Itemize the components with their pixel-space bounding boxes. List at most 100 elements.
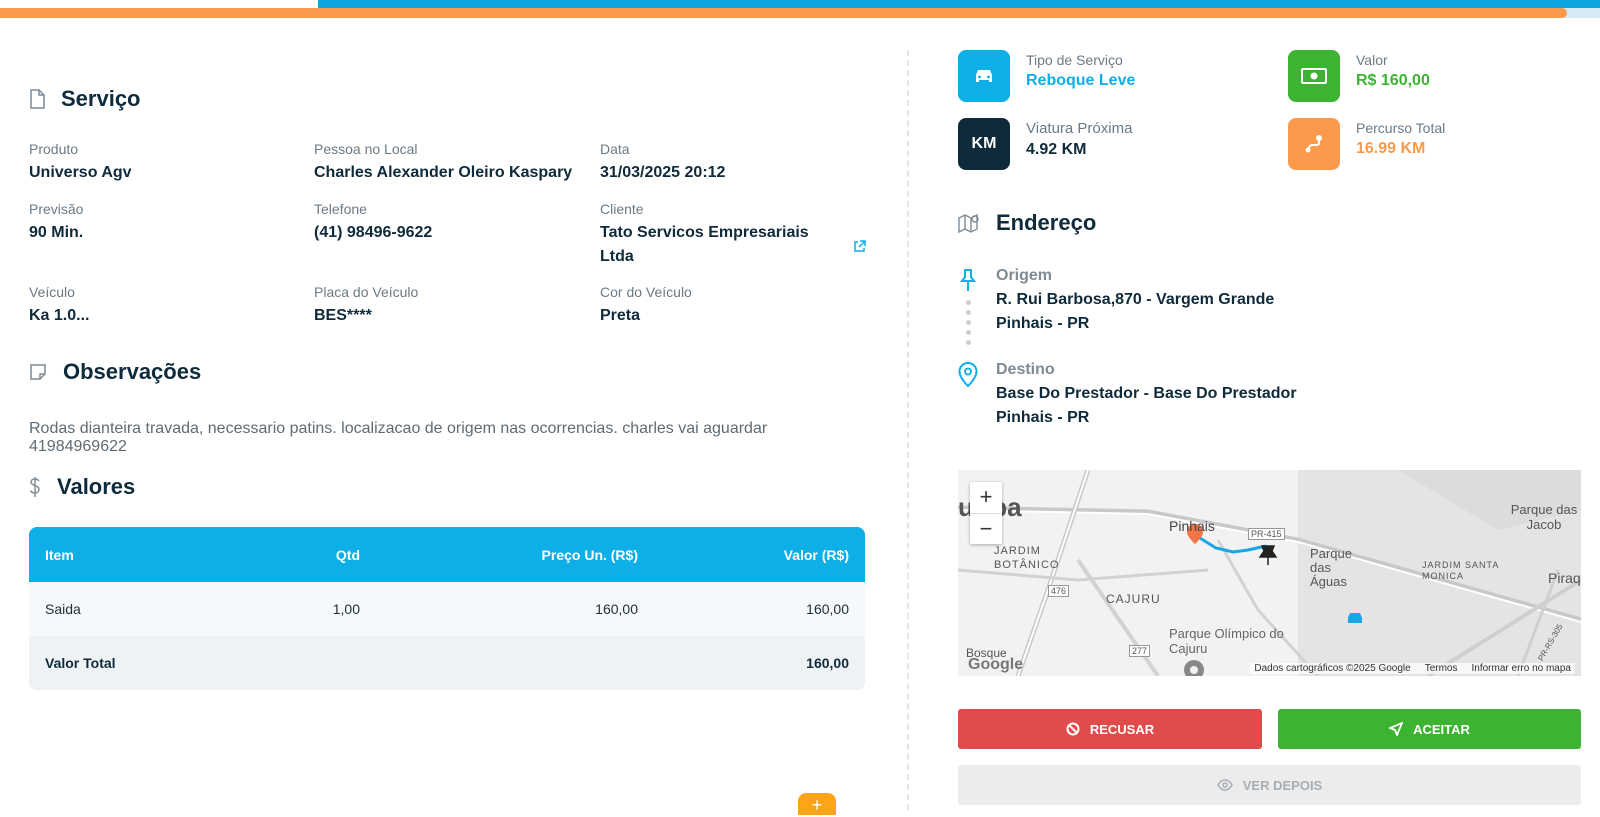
money-icon <box>1288 50 1340 102</box>
endereco-title: Endereço <box>996 210 1097 235</box>
field-value: 90 Min. <box>29 224 84 241</box>
header-qtd: Qtd <box>335 546 360 563</box>
map-label-277: 277 <box>1129 645 1151 657</box>
card-value: 4.92 KM <box>1026 141 1087 158</box>
destino-line1: Base Do Prestador - Base Do Prestador <box>996 385 1297 402</box>
progress-bar-track <box>1560 8 1600 18</box>
card-valor: Valor R$ 160,00 <box>1288 50 1430 102</box>
card-tipo-servico: Tipo de Serviço Reboque Leve <box>958 50 1135 102</box>
send-icon <box>1389 722 1404 736</box>
map-label-parque-olimpico: Parque Olímpico do Cajuru <box>1169 626 1284 656</box>
servico-section-title: Serviço <box>29 86 141 112</box>
field-cor: Cor do Veículo Preta <box>600 283 692 328</box>
origem-line1: R. Rui Barbosa,870 - Vargem Grande <box>996 291 1275 308</box>
card-label: Valor <box>1356 52 1388 68</box>
field-value: BES**** <box>314 307 372 324</box>
add-button[interactable]: + <box>798 793 836 815</box>
observacoes-section-title: Observações <box>29 359 201 385</box>
car-icon <box>958 50 1010 102</box>
origem-label: Origem <box>996 267 1053 284</box>
ban-icon <box>1066 722 1080 736</box>
map-report-link[interactable]: Informar erro no mapa <box>1471 663 1572 674</box>
recusar-label: RECUSAR <box>1089 721 1155 737</box>
field-value: 31/03/2025 20:12 <box>600 164 726 181</box>
map-label-parque-aguas: Parque das Águas <box>1310 546 1352 589</box>
map-zoom-controls: + − <box>970 482 1002 544</box>
field-label: Data <box>600 141 630 157</box>
table-row: Saida 1,00 160,00 160,00 <box>29 582 865 636</box>
field-produto: Produto Universo Agv <box>29 140 132 185</box>
map-label-bosque: Bosque <box>966 646 1007 660</box>
card-percurso: Percurso Total 16.99 KM <box>1288 118 1445 170</box>
field-pessoa-local: Pessoa no Local Charles Alexander Oleiro… <box>314 140 572 185</box>
card-value: R$ 160,00 <box>1356 72 1430 89</box>
recusar-button[interactable]: RECUSAR <box>958 709 1262 749</box>
destino-block: Destino Base Do Prestador - Base Do Pres… <box>996 360 1297 430</box>
progress-bar-blue <box>318 0 1600 8</box>
table-total-row: Valor Total 160,00 <box>29 636 865 690</box>
aceitar-label: ACEITAR <box>1413 721 1470 737</box>
map-label-piraq: Piraq <box>1548 570 1581 586</box>
card-label: Percurso Total <box>1356 120 1446 136</box>
column-divider <box>907 50 909 810</box>
field-value: Ka 1.0... <box>29 307 90 324</box>
dollar-icon <box>29 477 40 497</box>
field-veiculo: Veículo Ka 1.0... <box>29 283 89 328</box>
card-label: Viatura Próxima <box>1026 120 1133 137</box>
route-map[interactable]: uriba Pinhais PR-415 Parque das Águas JA… <box>958 470 1581 676</box>
card-value: 16.99 KM <box>1356 140 1426 157</box>
map-label-cajuru: CAJURU <box>1106 592 1161 606</box>
zoom-in-button[interactable]: + <box>979 484 993 509</box>
field-label: Produto <box>29 141 79 157</box>
map-icon <box>958 213 979 234</box>
location-marker-icon <box>958 362 978 388</box>
valores-title: Valores <box>57 474 136 499</box>
observacoes-title: Observações <box>63 359 202 384</box>
pin-icon <box>960 269 976 291</box>
header-item: Item <box>45 546 74 563</box>
zoom-out-button[interactable]: − <box>970 513 1002 545</box>
valores-section-title: Valores <box>29 474 135 500</box>
sticky-note-icon <box>30 364 46 380</box>
cell-preco: 160,00 <box>595 601 638 617</box>
cell-valor: 160,00 <box>806 601 849 617</box>
field-label: Previsão <box>29 201 84 217</box>
map-background <box>958 470 1581 676</box>
field-data: Data 31/03/2025 20:12 <box>600 140 725 185</box>
map-terms-link[interactable]: Termos <box>1424 663 1458 674</box>
map-label-pr415: PR-415 <box>1248 528 1285 540</box>
ver-depois-button[interactable]: VER DEPOIS <box>958 765 1581 805</box>
destino-line2: Pinhais - PR <box>996 409 1090 426</box>
map-label-parque-jacob: Parque das Jacob <box>1510 502 1578 532</box>
destino-label: Destino <box>996 361 1055 378</box>
google-logo: Google <box>968 656 1024 673</box>
card-value: Reboque Leve <box>1026 72 1136 89</box>
observacoes-text: Rodas dianteira travada, necessario pati… <box>29 420 768 455</box>
field-value: Universo Agv <box>29 164 132 181</box>
route-dots <box>966 300 971 345</box>
origem-line2: Pinhais - PR <box>996 315 1090 332</box>
external-link-icon[interactable] <box>853 240 866 253</box>
header-valor: Valor (R$) <box>783 546 849 563</box>
cell-item: Saida <box>45 601 81 617</box>
total-label: Valor Total <box>45 655 116 671</box>
route-icon <box>1288 118 1340 170</box>
document-icon <box>30 89 45 109</box>
progress-bar-orange <box>0 8 1567 18</box>
aceitar-button[interactable]: ACEITAR <box>1278 709 1581 749</box>
endereco-section-title: Endereço <box>958 210 1096 236</box>
field-value: Tato Servicos Empresariais Ltda <box>600 224 809 265</box>
map-label-476: 476 <box>1048 585 1070 597</box>
ver-depois-label: VER DEPOIS <box>1242 777 1323 793</box>
cell-qtd: 1,00 <box>332 601 360 617</box>
table-header: Item Qtd Preço Un. (R$) Valor (R$) <box>29 527 865 582</box>
field-value: Charles Alexander Oleiro Kaspary <box>314 164 573 181</box>
header-preco: Preço Un. (R$) <box>541 546 638 563</box>
field-label: Placa do Veículo <box>314 284 419 300</box>
field-label: Veículo <box>29 284 75 300</box>
field-label: Cor do Veículo <box>600 284 692 300</box>
field-value: Preta <box>600 307 641 324</box>
map-data-credit: Dados cartográficos ©2025 Google <box>1254 663 1411 674</box>
servico-title: Serviço <box>61 86 141 111</box>
field-label: Pessoa no Local <box>314 141 418 157</box>
